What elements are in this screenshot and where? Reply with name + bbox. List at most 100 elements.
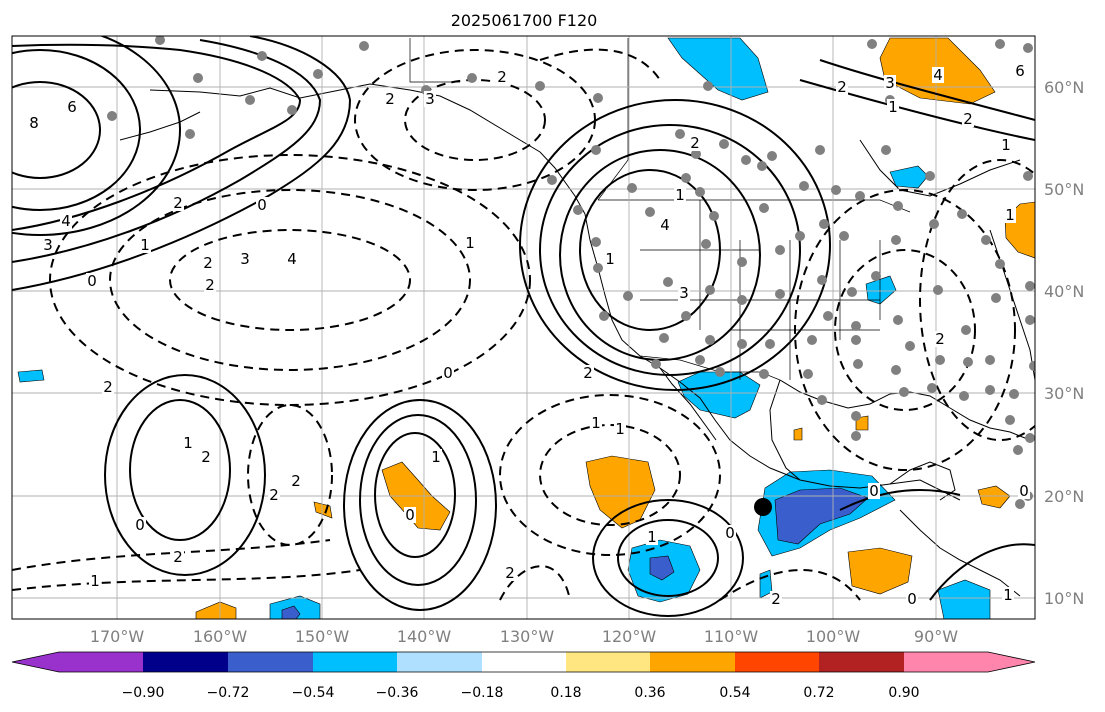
contour-label-bg: [646, 529, 658, 545]
map-title: 2025061700 F120: [451, 11, 598, 30]
contour-label: 2: [205, 276, 215, 294]
contour-label: 3: [43, 236, 53, 254]
contour-label-bg: [442, 365, 454, 381]
colorbar-segment: [59, 652, 143, 672]
contour-label: 4: [933, 66, 943, 84]
colorbar-segment: [819, 652, 904, 672]
lon-label: 150°W: [295, 627, 350, 646]
contour-label-bg: [770, 591, 782, 607]
contour-label: 2: [505, 564, 515, 582]
lon-label: 140°W: [397, 627, 452, 646]
contour-label: 2: [497, 68, 507, 86]
contour-label-bg: [172, 549, 184, 565]
colorbar-segment: [650, 652, 735, 672]
contour-label: 2: [963, 110, 973, 128]
contour-label-bg: [1002, 587, 1014, 603]
colorbar-tick-label: −0.72: [207, 685, 250, 701]
colorbar-segment: [397, 652, 482, 672]
contour-label: 2: [837, 78, 847, 96]
colorbar-tick-label: 0.18: [550, 685, 581, 701]
contour-label-bg: [134, 517, 146, 533]
contour-label: 2: [935, 330, 945, 348]
contour-label: 3: [679, 284, 689, 302]
shade-orange-small-3: [793, 427, 803, 441]
contour-label-bg: [182, 435, 194, 451]
lat-label: 60°N: [1044, 78, 1084, 97]
shade-light-blue-small-3: [865, 275, 897, 305]
contour-label-bg: [582, 365, 594, 381]
contour-label-bg: [89, 573, 101, 589]
lon-label: 170°W: [90, 627, 145, 646]
contour-label-bg: [139, 237, 151, 253]
lon-label: 130°W: [500, 627, 555, 646]
colorbar-segment: [735, 652, 819, 672]
lon-label: 120°W: [602, 627, 657, 646]
colorbar-tick-label: −0.18: [461, 685, 504, 701]
contour-label-bg: [384, 91, 396, 107]
contour-label-bg: [404, 507, 416, 523]
contour-label-bg: [172, 195, 184, 211]
lon-label: 110°W: [704, 627, 759, 646]
contour-label-bg: [204, 277, 216, 293]
shade-light-blue-alaska: [667, 37, 769, 101]
contour-label-bg: [290, 473, 302, 489]
colorbar-segment: [313, 652, 397, 672]
contour-label: 1: [675, 186, 685, 204]
colorbar-extend-high: [988, 652, 1035, 672]
contour-label: 1: [465, 234, 475, 252]
contour-label-bg: [1004, 207, 1016, 223]
contour-label-bg: [689, 135, 701, 151]
colorbar-segment: [904, 652, 988, 672]
coastline-yucatan: [889, 461, 956, 501]
shade-dark-blue-mexico-south: [774, 487, 869, 545]
colorbar-tick-label: 0.36: [634, 685, 665, 701]
contour-label: 2: [583, 364, 593, 382]
contour-label: 1: [1001, 136, 1011, 154]
contour-label-bg: [1018, 483, 1030, 499]
positive-contours: [12, 36, 1035, 617]
contour-label: 3: [425, 90, 435, 108]
contour-label: 2: [771, 590, 781, 608]
contour-label: 2: [203, 254, 213, 272]
contour-label: 1: [90, 572, 100, 590]
contour-label-bg: [932, 67, 944, 83]
lat-label: 10°N: [1044, 589, 1084, 608]
contour-label: 1: [605, 250, 615, 268]
contour-label-bg: [868, 483, 880, 499]
contour-label: 0: [405, 506, 415, 524]
coastline-aleutians: [119, 111, 201, 141]
station-dots: [107, 36, 1035, 509]
contour-label: 4: [660, 216, 670, 234]
coastline-baja: [659, 367, 717, 441]
colorbar-tick-label: −0.90: [122, 685, 165, 701]
shade-orange-central-america: [847, 547, 913, 595]
lat-label: 20°N: [1044, 487, 1084, 506]
colorbar-tick-label: −0.54: [292, 685, 335, 701]
contour-label-bg: [884, 75, 896, 91]
lat-label: 40°N: [1044, 282, 1084, 301]
contour-label: 6: [67, 98, 77, 116]
colorbar-tick-labels: −0.90 −0.72 −0.54 −0.36 −0.18 0.18 0.36 …: [122, 685, 920, 701]
contour-label-bg: [1000, 137, 1012, 153]
colorbar-tick-label: 0.90: [888, 685, 919, 701]
contour-label: 0: [443, 364, 453, 382]
contour-label-bg: [614, 421, 626, 437]
contour-label-bg: [962, 111, 974, 127]
coastline-hudson: [859, 139, 1021, 197]
lon-label: 100°W: [806, 627, 861, 646]
contour-label-bg: [464, 235, 476, 251]
contour-label: 0: [135, 516, 145, 534]
contour-label-bg: [268, 487, 280, 503]
shade-dark-blue-sw: [281, 605, 301, 619]
lat-label: 50°N: [1044, 180, 1084, 199]
contour-label-bg: [504, 565, 516, 581]
contour-label: 1: [888, 98, 898, 116]
border-states: [640, 200, 881, 380]
colorbar-tick-label: 0.54: [719, 685, 750, 701]
longitude-labels: 170°W 160°W 150°W 140°W 130°W 120°W 110°…: [90, 627, 958, 646]
shade-light-blue-hudson-small: [889, 165, 929, 189]
latitude-labels: 60°N 50°N 40°N 30°N 20°N 10°N: [1044, 78, 1084, 608]
contour-label-bg: [836, 79, 848, 95]
contour-label-bg: [66, 99, 78, 115]
